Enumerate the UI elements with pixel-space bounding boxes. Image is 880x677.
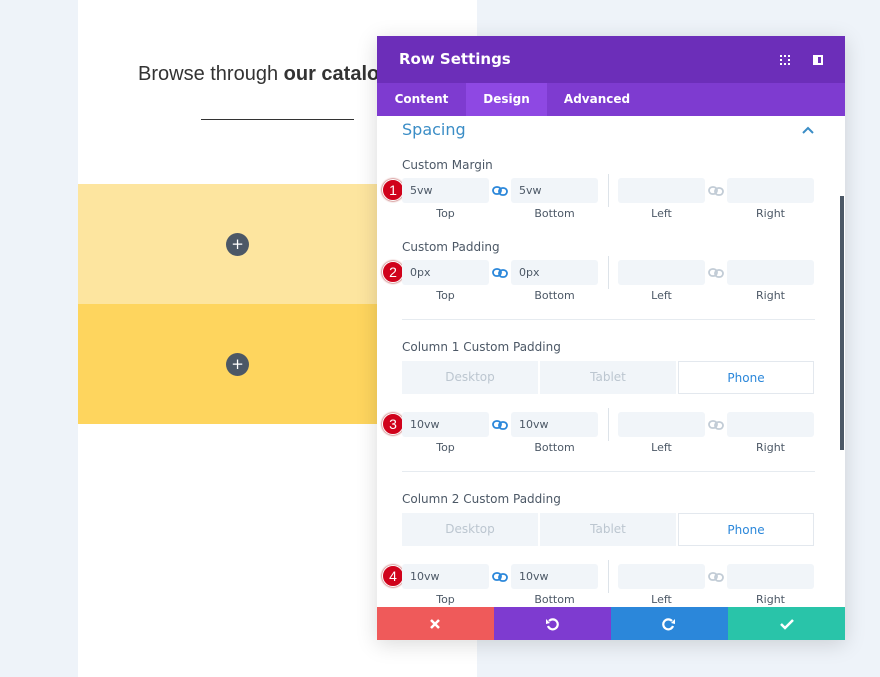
link-icon[interactable]	[708, 268, 724, 278]
tab[interactable]: Content	[394, 92, 449, 106]
panel-title: Row Settings	[399, 50, 511, 68]
input[interactable]	[727, 260, 814, 285]
add-button[interactable]: +	[226, 233, 249, 256]
field-caption: Left	[651, 207, 672, 220]
field-caption: Left	[651, 593, 672, 606]
input[interactable]	[727, 412, 814, 437]
field-caption: Bottom	[534, 441, 575, 454]
field-caption: Left	[651, 289, 672, 302]
input[interactable]	[618, 564, 705, 589]
heading-text: Browse through	[138, 63, 284, 85]
badge: 4	[382, 565, 404, 587]
panel-header: Row Settings	[377, 36, 845, 83]
section-title: Spacing	[402, 120, 466, 139]
input[interactable]: 0px	[511, 260, 598, 285]
field-caption: Top	[436, 207, 455, 220]
divider	[201, 119, 354, 120]
input[interactable]: 5vw	[511, 178, 598, 203]
field-caption: Right	[756, 593, 785, 606]
input[interactable]: 5vw	[402, 178, 489, 203]
divider	[608, 174, 609, 207]
collapse-icon[interactable]	[802, 126, 814, 134]
scrollbar	[840, 196, 844, 450]
field-caption: Top	[436, 441, 455, 454]
input[interactable]	[727, 178, 814, 203]
device-tab[interactable]: Tablet	[540, 513, 676, 546]
field-caption: Bottom	[534, 289, 575, 302]
field-label: Custom Padding	[402, 240, 500, 254]
input[interactable]	[727, 564, 814, 589]
divider	[608, 560, 609, 593]
field-caption: Right	[756, 441, 785, 454]
tab[interactable]: Design	[466, 83, 547, 116]
field-label: Column 2 Custom Padding	[402, 492, 561, 506]
panel-body: Spacing Custom Margin 1 5vw Top 5vw Bottom Lef…	[377, 116, 845, 607]
link-icon[interactable]	[492, 268, 508, 278]
heading: Browse through our catalo	[138, 63, 379, 86]
input[interactable]: 10vw	[402, 412, 489, 437]
link-icon[interactable]	[708, 572, 724, 582]
separator	[402, 471, 815, 472]
device-tab[interactable]: Phone	[678, 361, 814, 394]
separator	[402, 319, 815, 320]
settings-panel: Row Settings Content Design Advanced Spaci…	[377, 36, 845, 640]
discard-button[interactable]	[377, 607, 494, 640]
input[interactable]: 0px	[402, 260, 489, 285]
field-label: Column 1 Custom Padding	[402, 340, 561, 354]
input[interactable]: 10vw	[511, 564, 598, 589]
fullscreen-icon[interactable]	[780, 55, 790, 65]
divider	[608, 256, 609, 289]
undo-button[interactable]	[494, 607, 611, 640]
field-caption: Bottom	[534, 207, 575, 220]
redo-button[interactable]	[611, 607, 728, 640]
link-icon[interactable]	[492, 572, 508, 582]
field-caption: Right	[756, 207, 785, 220]
input[interactable]	[618, 260, 705, 285]
add-button[interactable]: +	[226, 353, 249, 376]
field-caption: Bottom	[534, 593, 575, 606]
link-icon[interactable]	[708, 420, 724, 430]
field-caption: Right	[756, 289, 785, 302]
badge: 1	[382, 179, 404, 201]
link-icon[interactable]	[492, 420, 508, 430]
tab[interactable]: Advanced	[563, 92, 631, 106]
input[interactable]	[618, 178, 705, 203]
badge: 3	[382, 413, 404, 435]
input[interactable]: 10vw	[402, 564, 489, 589]
link-icon[interactable]	[708, 186, 724, 196]
device-tab[interactable]: Desktop	[402, 513, 538, 546]
device-tab[interactable]: Tablet	[540, 361, 676, 394]
field-caption: Top	[436, 289, 455, 302]
heading-bold: our catalo	[283, 63, 380, 85]
link-icon[interactable]	[492, 186, 508, 196]
field-label: Custom Margin	[402, 158, 493, 172]
save-button[interactable]	[728, 607, 845, 640]
field-caption: Left	[651, 441, 672, 454]
sidebar-icon[interactable]	[813, 55, 823, 65]
tab-bar: Content Design Advanced	[377, 83, 845, 116]
input[interactable]: 10vw	[511, 412, 598, 437]
badge: 2	[382, 261, 404, 283]
field-caption: Top	[436, 593, 455, 606]
device-tab[interactable]: Desktop	[402, 361, 538, 394]
divider	[608, 408, 609, 441]
device-tab[interactable]: Phone	[678, 513, 814, 546]
input[interactable]	[618, 412, 705, 437]
